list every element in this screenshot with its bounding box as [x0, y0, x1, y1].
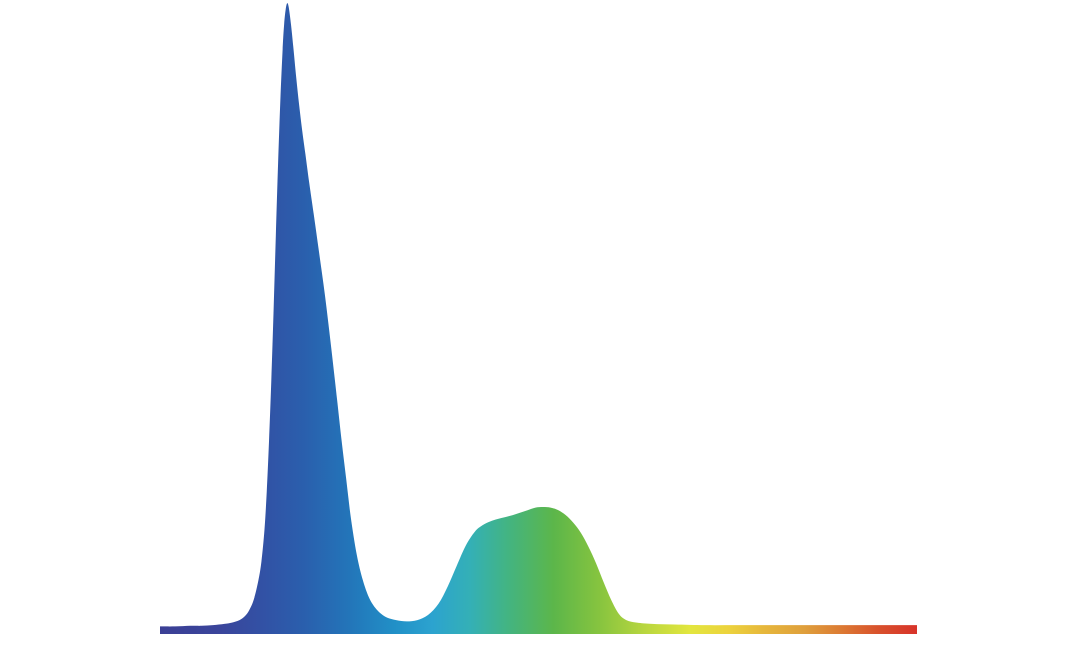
spectrum-area-chart [160, 3, 917, 634]
chart-figure [160, 3, 917, 634]
